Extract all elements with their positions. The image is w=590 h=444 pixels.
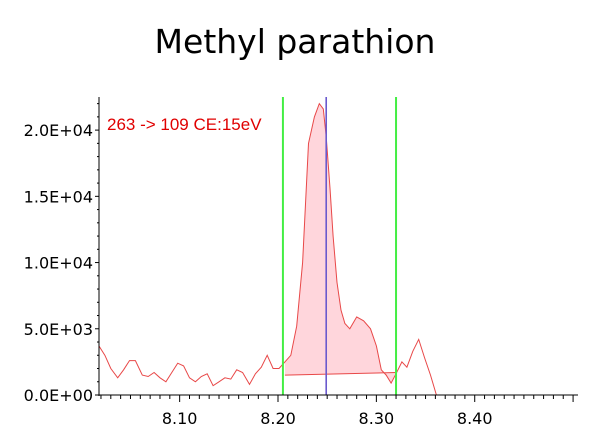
trace-layer [98,102,578,396]
trace-label: 263 -> 109 CE:15eV [107,115,262,134]
y-tick-label: 1.0E+04 [24,254,93,273]
y-tick-label: 1.5E+04 [24,187,93,206]
integrated-peak-layer [284,103,397,384]
y-tick-label: 0.0E+00 [24,386,93,405]
integrated-peak-area [284,103,397,384]
axes-layer: 0.0E+00 5.0E+03 1.0E+04 1.5E+04 2.0E+04 8.10 8… [24,97,578,428]
x-tick-label: 8.40 [457,409,493,428]
y-tick-label: 2.0E+04 [24,121,93,140]
marker-lines-layer [281,97,398,395]
x-tick-label: 8.10 [162,409,198,428]
series-line [98,102,578,396]
chart-title: Methyl parathion [154,22,436,61]
integration-baseline [284,371,397,376]
x-tick-label: 8.30 [359,409,395,428]
y-tick-label: 5.0E+03 [24,320,93,339]
x-tick-label: 8.20 [260,409,296,428]
